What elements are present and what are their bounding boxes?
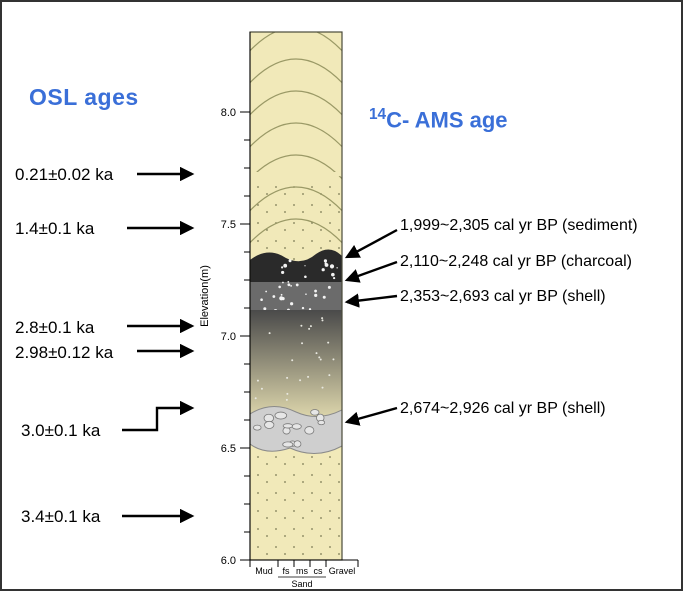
figure-frame: OSL ages 14C- AMS age 0.21±0.02 ka 1.4±0… [0,0,683,591]
svg-text:Sand: Sand [291,579,312,589]
svg-text:6.5: 6.5 [221,443,236,455]
svg-text:Elevation(m): Elevation(m) [199,265,211,327]
svg-text:7.0: 7.0 [221,331,236,343]
svg-text:7.5: 7.5 [221,219,236,231]
svg-text:Gravel: Gravel [329,566,356,576]
svg-text:cs: cs [314,566,324,576]
svg-text:6.0: 6.0 [221,555,236,567]
svg-text:8.0: 8.0 [221,107,236,119]
svg-text:fs: fs [282,566,290,576]
stratigraphic-column: 8.0 7.5 7.0 6.5 6.0 Elevation(m) Mudfsmscs Grav… [2,2,683,593]
svg-text:ms: ms [296,566,308,576]
svg-text:Mud: Mud [255,566,273,576]
